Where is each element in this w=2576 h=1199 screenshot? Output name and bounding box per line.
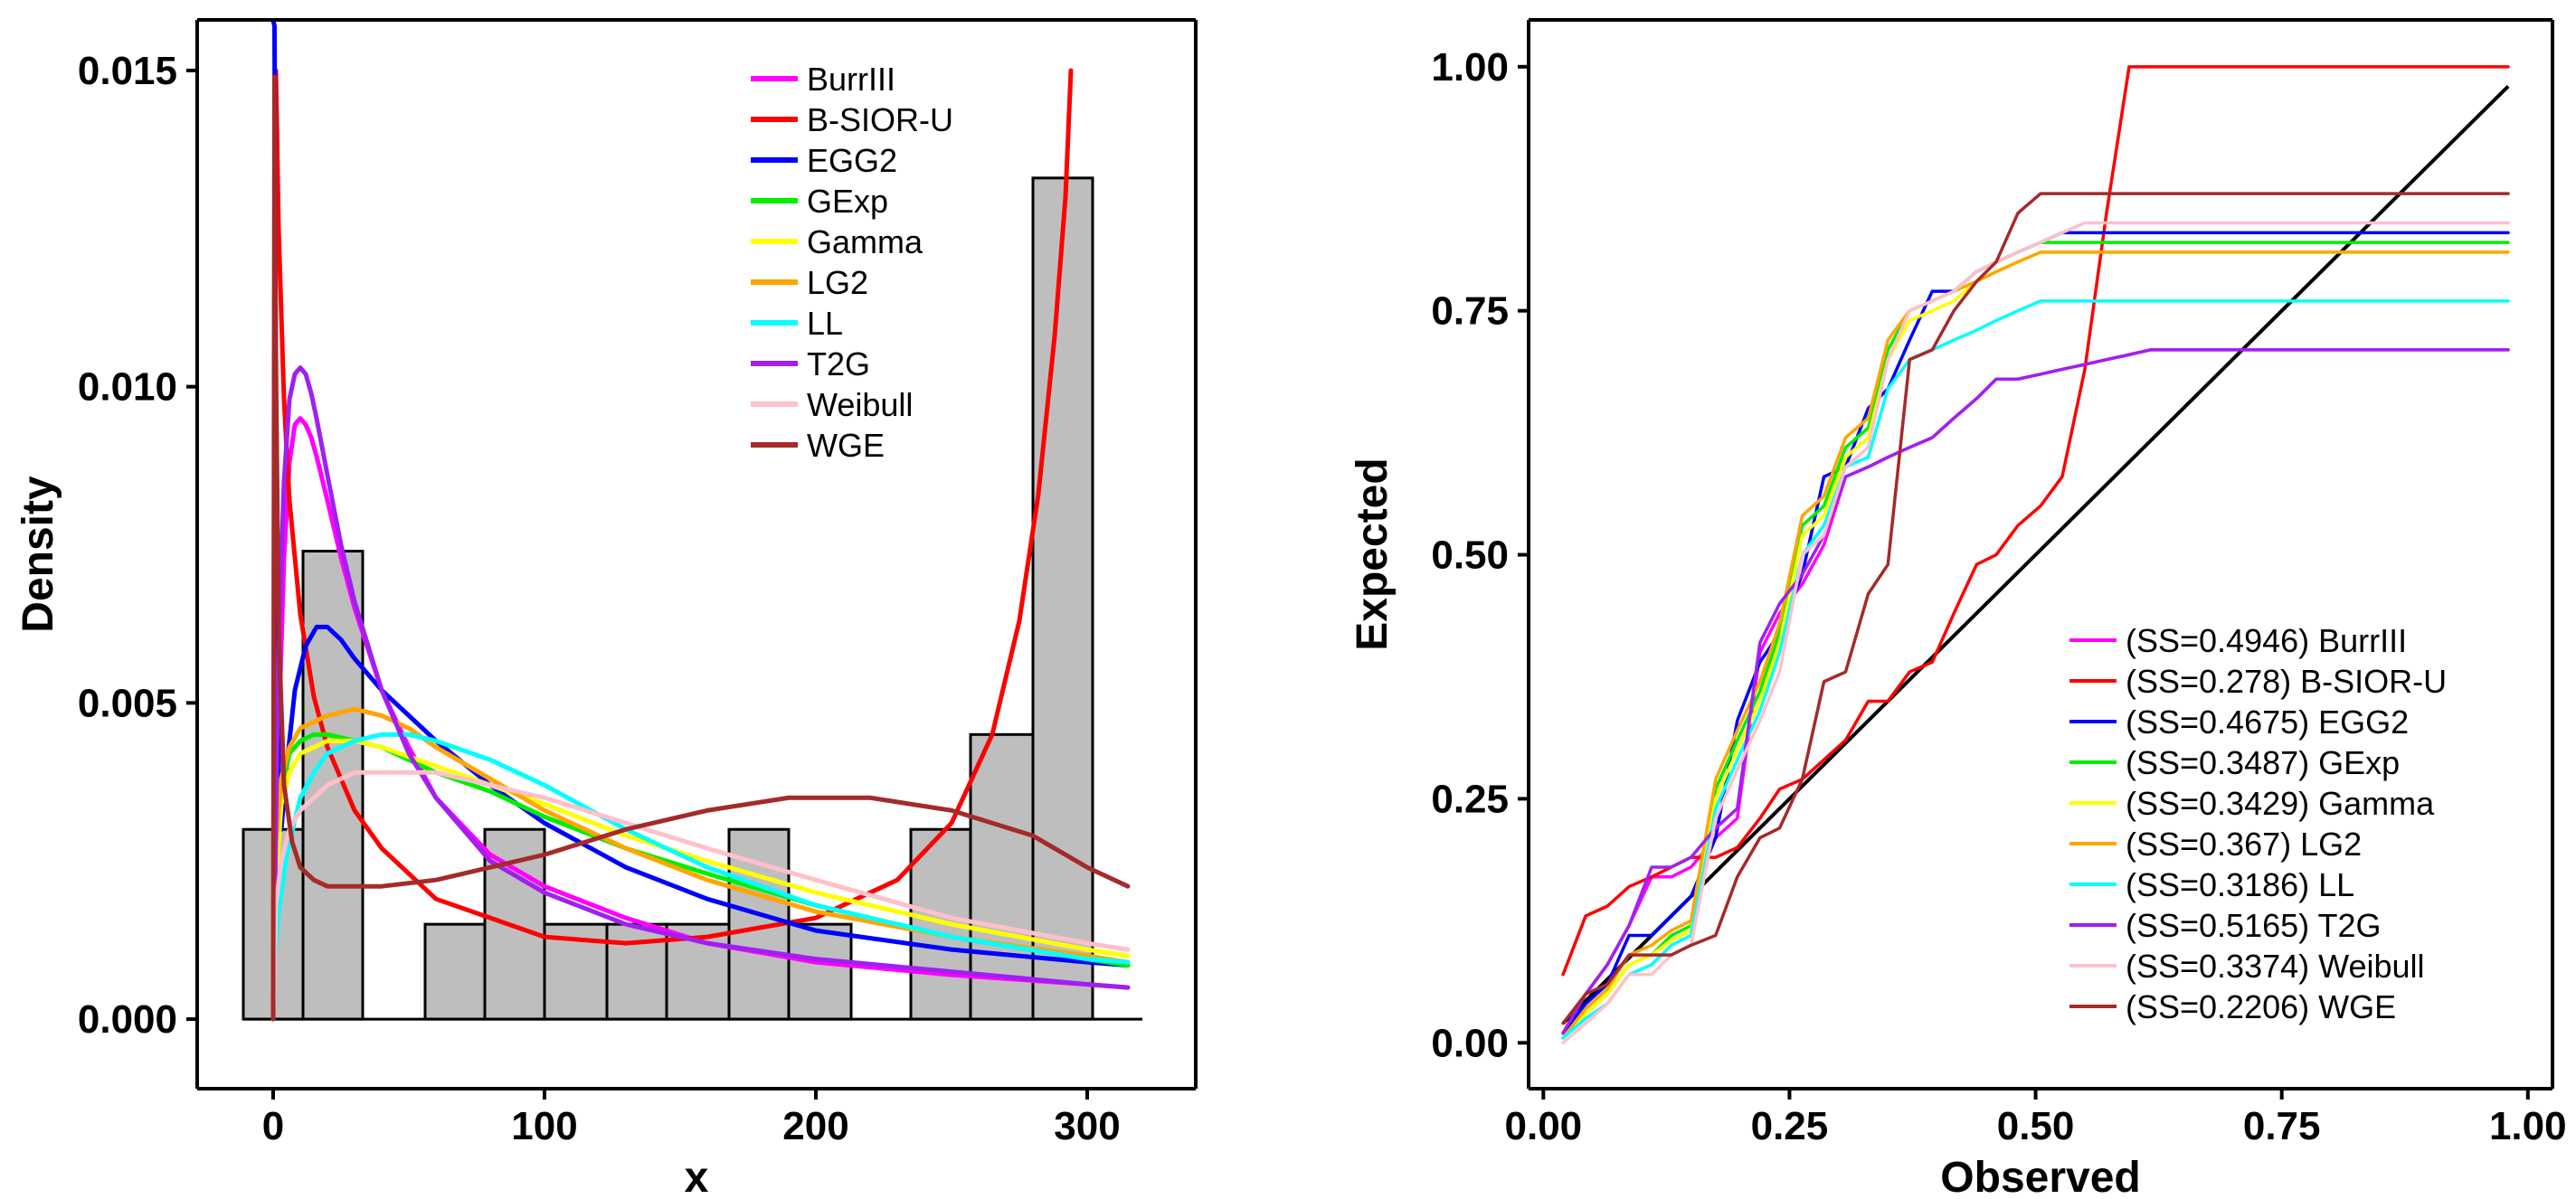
x-axis-title: x: [685, 1154, 709, 1199]
y-tick-label: 0.015: [78, 49, 177, 93]
x-tick-label: 1.00: [2489, 1104, 2567, 1148]
legend-label-gexp: (SS=0.3487) GExp: [2126, 744, 2400, 781]
x-tick-label: 300: [1054, 1104, 1120, 1148]
y-tick-label: 0.000: [78, 997, 177, 1042]
legend-label-gamma: Gamma: [807, 223, 923, 260]
y-tick-label: 1.00: [1431, 45, 1509, 90]
legend: (SS=0.4946) BurrIII(SS=0.278) B-SIOR-U(S…: [2069, 622, 2447, 1025]
legend-label-wge: WGE: [807, 427, 885, 464]
legend-label-b-sior-u: (SS=0.278) B-SIOR-U: [2126, 663, 2447, 700]
y-tick-label: 0.50: [1431, 533, 1509, 578]
y-axis-title: Expected: [1349, 458, 1397, 650]
histogram-bar: [787, 922, 853, 1021]
y-tick-label: 0.00: [1431, 1021, 1509, 1065]
legend-label-lg2: LG2: [807, 264, 868, 301]
y-tick-label: 0.75: [1431, 289, 1509, 334]
legend-label-t2g: T2G: [807, 345, 870, 382]
y-axis-title: Density: [14, 476, 62, 633]
y-tick-label: 0.010: [78, 365, 177, 410]
series-line-lg2: [270, 706, 1131, 1022]
legend-label-b-sior-u: B-SIOR-U: [807, 101, 953, 138]
legend-label-weibull: Weibull: [807, 386, 913, 423]
legend-label-lg2: (SS=0.367) LG2: [2126, 826, 2362, 863]
series-line-wge: [1561, 192, 2510, 1025]
y-tick-label: 0.005: [78, 681, 177, 725]
x-tick-label: 0.25: [1751, 1104, 1829, 1148]
histogram-bar: [301, 550, 365, 1021]
series-line-ll: [270, 732, 1131, 984]
series-line-b-sior-u: [273, 68, 1074, 946]
legend-label-ll: LL: [807, 305, 843, 342]
x-tick-label: 0: [262, 1104, 284, 1148]
plot-area: [242, 20, 1142, 1022]
series-line-weibull: [270, 769, 1131, 1022]
plot-area: [1561, 65, 2510, 1045]
legend-label-egg2: (SS=0.4675) EGG2: [2126, 703, 2409, 741]
legend-label-egg2: EGG2: [807, 142, 897, 179]
legend-label-wge: (SS=0.2206) WGE: [2126, 988, 2396, 1025]
legend-label-burriii: BurrIII: [807, 61, 895, 98]
legend-label-burriii: (SS=0.4946) BurrIII: [2126, 622, 2407, 659]
series-line-t2g: [1561, 348, 2510, 1035]
legend-label-ll: (SS=0.3186) LL: [2126, 866, 2354, 903]
histogram-bar: [1031, 176, 1094, 1021]
histogram-bar: [423, 922, 487, 1021]
x-tick-label: 0.50: [1997, 1104, 2075, 1148]
series-line-t2g: [270, 365, 1131, 1022]
series-line-egg2: [1561, 231, 2510, 1035]
x-tick-label: 100: [511, 1104, 577, 1148]
identity-line: [1561, 84, 2510, 1025]
x-tick-label: 0.00: [1505, 1104, 1583, 1148]
density-panel: 0 100 200 300 0.000 0.005 0.010 0.015 x Density Bu…: [14, 18, 1198, 1199]
series-line-wge: [270, 74, 1131, 1022]
legend-label-gexp: GExp: [807, 183, 888, 220]
y-tick-label: 0.25: [1431, 777, 1509, 821]
legend-label-gamma: (SS=0.3429) Gamma: [2126, 785, 2435, 822]
histogram-bar: [605, 922, 668, 1021]
legend-label-weibull: (SS=0.3374) Weibull: [2126, 948, 2425, 985]
pp-plot-panel: 0.00 0.25 0.50 0.75 1.00 0.00 0.25 0.50 0.75 1.00…: [1349, 18, 2567, 1199]
x-tick-label: 200: [782, 1104, 848, 1148]
x-axis-title: Observed: [1940, 1154, 2140, 1199]
legend-label-t2g: (SS=0.5165) T2G: [2126, 907, 2382, 944]
x-tick-label: 0.75: [2243, 1104, 2321, 1148]
